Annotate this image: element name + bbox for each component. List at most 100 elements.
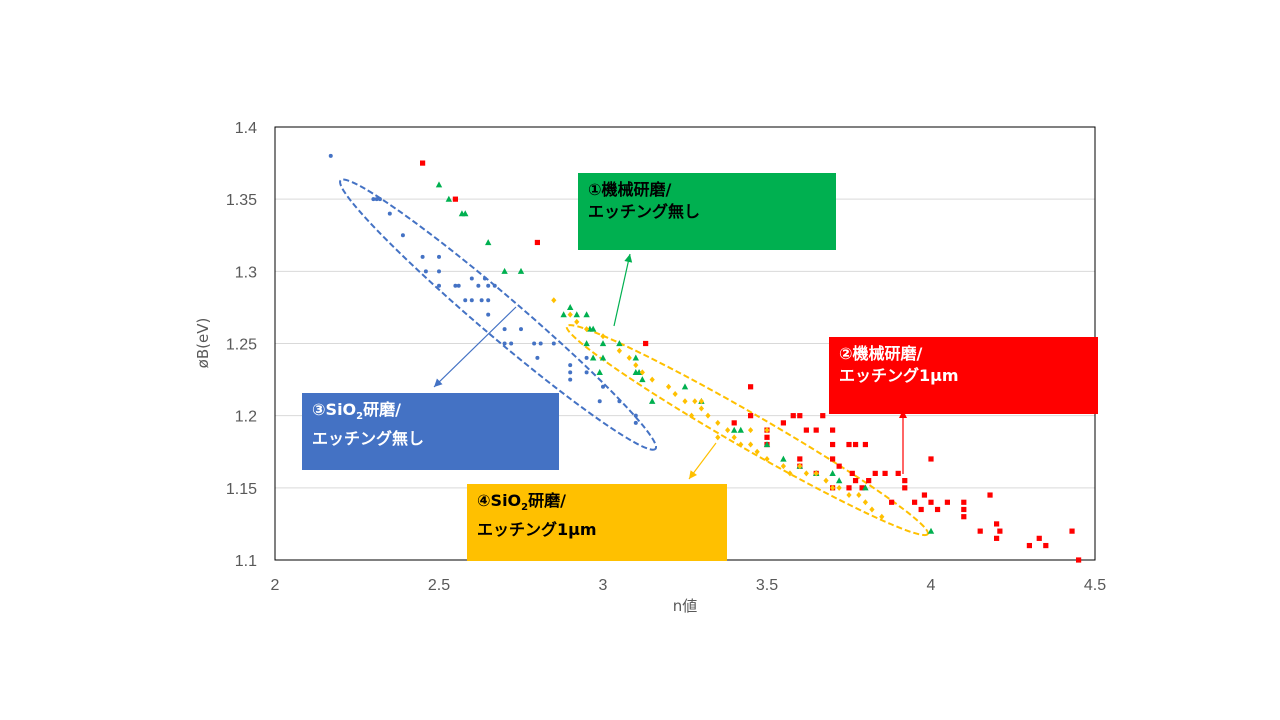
data-point xyxy=(934,506,941,513)
data-point xyxy=(754,448,760,455)
data-point xyxy=(902,485,908,491)
data-point xyxy=(764,455,770,462)
data-point xyxy=(492,283,497,288)
data-point xyxy=(617,399,622,404)
data-point xyxy=(560,311,567,318)
data-point xyxy=(944,499,950,505)
data-point xyxy=(856,492,862,499)
data-point xyxy=(479,298,484,303)
data-point xyxy=(764,434,770,440)
annotation-arrows xyxy=(433,253,907,480)
data-point xyxy=(921,492,928,498)
data-point xyxy=(748,427,754,434)
data-point xyxy=(748,384,754,390)
data-point xyxy=(420,160,426,166)
data-point xyxy=(862,499,868,506)
data-point xyxy=(692,398,698,405)
data-point xyxy=(437,283,441,288)
data-point xyxy=(502,327,507,332)
data-point xyxy=(456,283,461,288)
data-point xyxy=(748,441,754,448)
data-point xyxy=(589,354,597,361)
data-point xyxy=(374,197,379,202)
data-point xyxy=(902,478,908,484)
data-point xyxy=(862,484,869,491)
x-tick-label: 4.5 xyxy=(1084,577,1106,594)
x-tick-label: 4 xyxy=(927,577,936,594)
data-point xyxy=(476,283,481,288)
data-point xyxy=(1036,535,1042,541)
data-point xyxy=(643,340,649,347)
data-point xyxy=(830,441,836,448)
data-point xyxy=(600,333,606,340)
data-point xyxy=(780,463,786,470)
data-point xyxy=(813,427,819,433)
data-point xyxy=(803,470,809,477)
data-point xyxy=(517,267,525,274)
data-point xyxy=(715,419,721,426)
data-point xyxy=(829,470,836,476)
data-point xyxy=(532,341,537,346)
data-point xyxy=(928,456,934,462)
data-point xyxy=(583,340,590,347)
data-point xyxy=(601,384,605,389)
data-point xyxy=(486,283,491,288)
data-point xyxy=(705,412,711,419)
data-point xyxy=(584,370,589,375)
data-point xyxy=(846,441,852,448)
data-point xyxy=(803,427,809,433)
data-point xyxy=(737,426,744,433)
data-point xyxy=(823,477,829,484)
data-point xyxy=(509,341,514,346)
data-point xyxy=(790,413,796,419)
data-point xyxy=(797,463,803,470)
tick-labels: 2 2.5 3 3.5 4 4.5 1.1 1.15 1.2 1.25 1.3 1.35 1.4 xyxy=(226,120,1106,594)
data-point xyxy=(423,269,428,274)
data-point xyxy=(987,492,993,498)
data-point xyxy=(437,269,441,274)
annotation-box-mechanical-etch-1um: ②機械研磨/ エッチング1μm xyxy=(829,337,1098,414)
annotation-line2: エッチング無し xyxy=(588,202,701,221)
data-point xyxy=(928,499,934,505)
data-point xyxy=(589,325,597,332)
annotation-line1: ③SiO2研磨/ xyxy=(312,400,401,423)
data-point xyxy=(538,341,543,346)
data-point xyxy=(485,239,492,246)
data-point xyxy=(889,499,895,505)
data-point xyxy=(1043,542,1049,549)
data-point xyxy=(453,283,458,288)
data-point xyxy=(437,254,441,259)
data-point xyxy=(599,354,607,361)
data-point xyxy=(639,369,645,376)
annotation-line2: エッチング無し xyxy=(312,429,425,449)
data-point xyxy=(567,304,574,311)
annotation-arrowhead xyxy=(899,410,907,418)
data-point xyxy=(849,470,855,476)
cluster-ellipse xyxy=(339,178,658,451)
data-point xyxy=(639,376,646,383)
data-point xyxy=(486,312,491,317)
annotation-arrowhead xyxy=(434,378,443,387)
data-point xyxy=(869,506,875,513)
data-point xyxy=(912,499,918,505)
data-point xyxy=(584,355,589,360)
data-point xyxy=(681,383,689,390)
annotation-box-sio2-etch-1um: ④SiO2研磨/ エッチング1μm xyxy=(467,484,727,561)
data-point xyxy=(452,196,458,202)
data-point xyxy=(1026,542,1032,549)
x-tick-label: 2 xyxy=(271,577,280,594)
data-point xyxy=(666,383,672,390)
data-point xyxy=(420,254,425,259)
data-point xyxy=(551,341,556,346)
x-axis-title: n値 xyxy=(673,597,698,615)
data-point xyxy=(596,368,603,375)
data-point xyxy=(836,484,842,491)
y-tick-label: 1.3 xyxy=(235,264,257,281)
data-point xyxy=(830,456,836,462)
data-point xyxy=(830,427,836,433)
data-point xyxy=(435,181,443,188)
data-point xyxy=(462,210,469,217)
data-point xyxy=(997,528,1003,534)
annotation-line2: エッチング1μm xyxy=(477,520,597,540)
